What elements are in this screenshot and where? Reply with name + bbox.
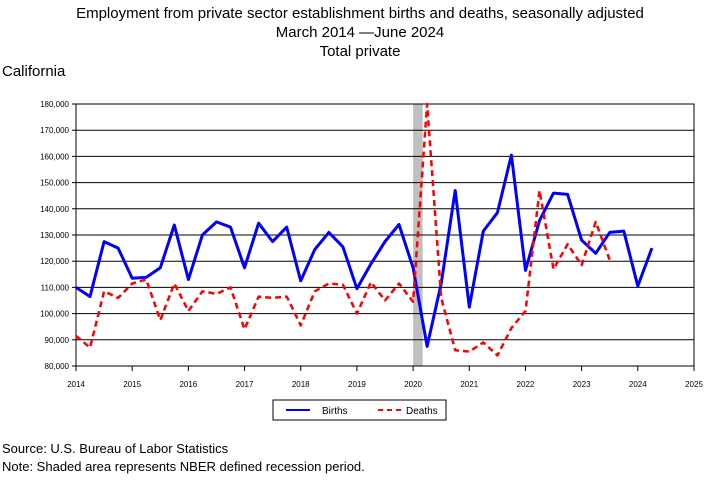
x-tick-label: 2024: [629, 380, 647, 389]
y-tick-label: 110,000: [41, 283, 70, 292]
legend-label-births: Births: [322, 406, 348, 417]
legend-box: [272, 399, 447, 421]
x-tick-label: 2014: [67, 380, 85, 389]
y-tick-label: 170,000: [40, 126, 69, 135]
chart-title: Employment from private sector establish…: [76, 5, 644, 22]
y-tick-label: 160,000: [40, 152, 69, 161]
x-tick-label: 2017: [236, 380, 254, 389]
x-tick-label: 2018: [292, 380, 310, 389]
chart-subtitle-industry: Total private: [319, 43, 401, 60]
recession-note: Note: Shaded area represents NBER define…: [2, 459, 365, 474]
x-tick-label: 2025: [685, 380, 703, 389]
y-tick-label: 90,000: [45, 336, 70, 345]
y-tick-label: 130,000: [40, 231, 69, 240]
y-tick-label: 140,000: [40, 205, 69, 214]
series-line-deaths: [75, 102, 611, 357]
x-tick-label: 2021: [460, 380, 478, 389]
x-tick-label: 2023: [573, 380, 591, 389]
source-note: Source: U.S. Bureau of Labor Statistics: [2, 441, 229, 456]
y-tick-label: 180,000: [40, 100, 69, 109]
chart-subtitle-dates: March 2014 —June 2024: [275, 24, 445, 41]
x-tick-label: 2020: [404, 380, 422, 389]
x-tick-label: 2015: [123, 380, 141, 389]
series-line-births: [75, 153, 654, 348]
x-tick-label: 2016: [179, 380, 197, 389]
y-tick-label: 150,000: [40, 179, 69, 188]
x-tick-label: 2019: [348, 380, 366, 389]
y-tick-label: 80,000: [45, 362, 70, 371]
x-tick-label: 2022: [517, 380, 535, 389]
y-tick-label: 100,000: [40, 310, 69, 319]
axis-layer: 80,000 90,000 100,000 110,000 120,000 130,000…: [40, 100, 703, 389]
legend-label-deaths: Deaths: [406, 406, 438, 417]
series-layer: [75, 102, 654, 357]
region-label: California: [2, 63, 66, 80]
y-tick-label: 120,000: [40, 257, 69, 266]
legend: Births Deaths: [272, 399, 447, 421]
